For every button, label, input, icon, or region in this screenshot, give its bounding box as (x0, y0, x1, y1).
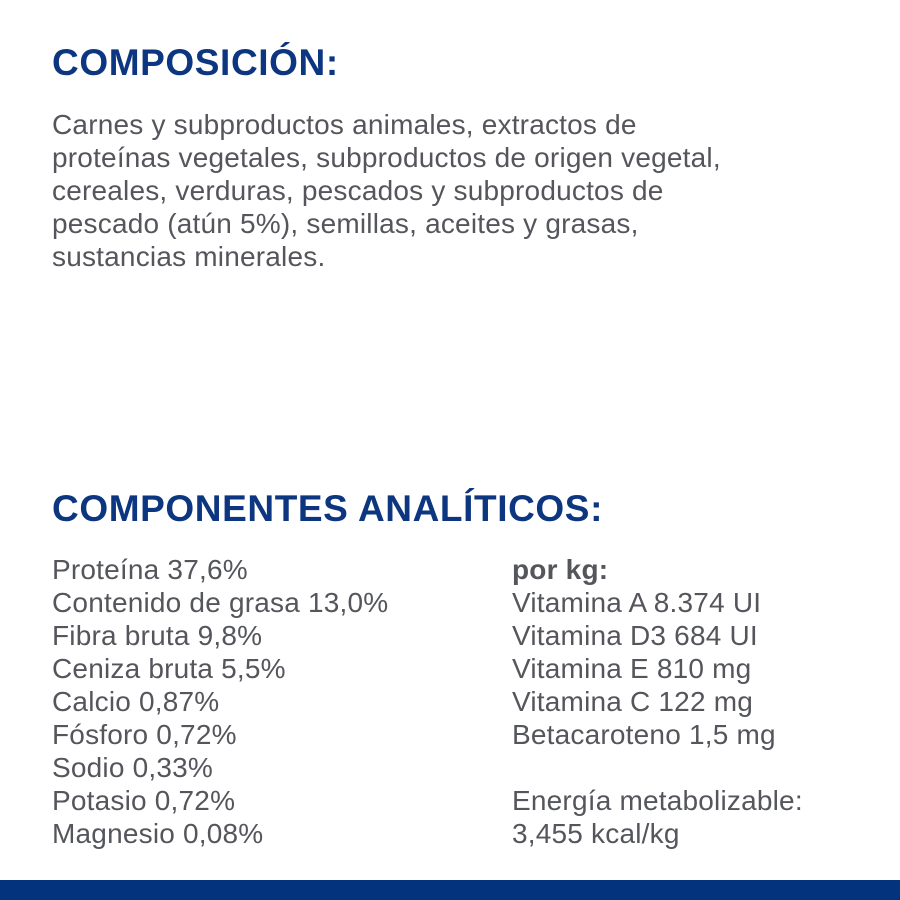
nutrient-item-phosphorus: Fósforo 0,72% (52, 719, 237, 750)
energy-block: Energía metabolizable: 3,455 kcal/kg (512, 784, 803, 850)
energy-label: Energía metabolizable: (512, 785, 803, 816)
composition-title: COMPOSICIÓN: (52, 42, 339, 83)
nutrient-item-protein: Proteína 37,6% (52, 554, 248, 585)
nutrient-item-magnesium: Magnesio 0,08% (52, 818, 264, 849)
vitamin-item-betacarotene: Betacaroteno 1,5 mg (512, 719, 776, 750)
bottom-navy-bar (0, 880, 900, 900)
composition-paragraph: Carnes y subproductos animales, extracto… (52, 109, 721, 272)
nutrient-item-calcium: Calcio 0,87% (52, 686, 220, 717)
per-kg-list: por kg: Vitamina A 8.374 UI Vitamina D3 … (512, 553, 803, 850)
nutrient-item-sodium: Sodio 0,33% (52, 752, 213, 783)
vitamin-item-a: Vitamina A 8.374 UI (512, 587, 762, 618)
vitamin-item-c: Vitamina C 122 mg (512, 686, 754, 717)
nutrient-item-ash: Ceniza bruta 5,5% (52, 653, 286, 684)
per-kg-label: por kg: (512, 554, 609, 585)
nutrient-list: Proteína 37,6% Contenido de grasa 13,0% … (52, 553, 388, 850)
energy-value: 3,455 kcal/kg (512, 818, 680, 849)
nutrient-item-fiber: Fibra bruta 9,8% (52, 620, 263, 651)
analytical-components-title: COMPONENTES ANALÍTICOS: (52, 488, 603, 529)
vitamin-item-e: Vitamina E 810 mg (512, 653, 752, 684)
nutrient-item-fat: Contenido de grasa 13,0% (52, 587, 389, 618)
vitamin-item-d3: Vitamina D3 684 UI (512, 620, 758, 651)
nutrient-item-potassium: Potasio 0,72% (52, 785, 236, 816)
